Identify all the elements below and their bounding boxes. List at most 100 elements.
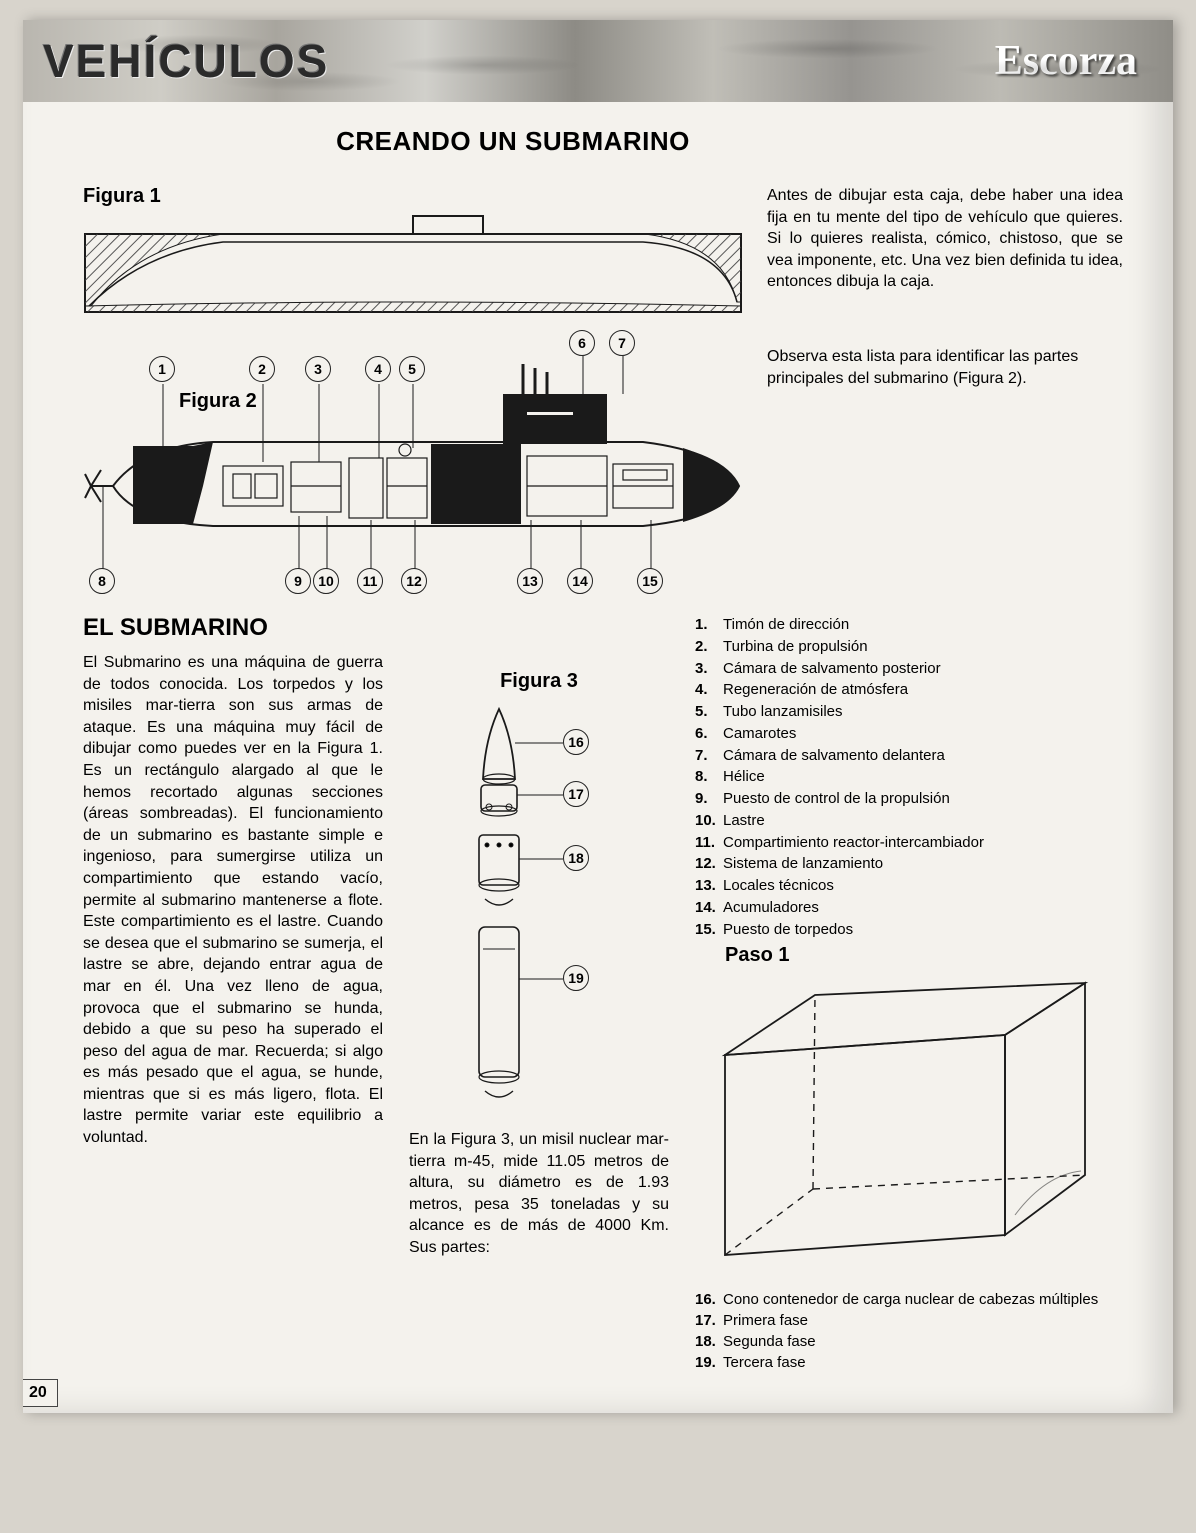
missile-part-text: Segunda fase	[723, 1331, 816, 1352]
callout-13: 13	[517, 568, 543, 594]
page-number: 20	[23, 1379, 58, 1407]
figure2-caption: Observa esta lista para identificar las …	[767, 346, 1123, 596]
missile-part-text: Cono contenedor de carga nuclear de cabe…	[723, 1289, 1098, 1310]
parts-list: 1. Timón de dirección 2. Turbina de propuls…	[695, 614, 1123, 940]
missile-part-num: 17.	[695, 1310, 719, 1331]
figure1-row: Figura 1	[83, 185, 1123, 324]
missile-part-text: Primera fase	[723, 1310, 808, 1331]
parts-list-row: 6. Camarotes	[695, 723, 1123, 745]
parts-list-num: 13.	[695, 875, 717, 897]
parts-list-row: 1. Timón de dirección	[695, 614, 1123, 636]
parts-list-row: 12. Sistema de lanzamiento	[695, 853, 1123, 875]
parts-list-row: 7. Cámara de salvamento delantera	[695, 745, 1123, 767]
missile-part-row: 17.Primera fase	[695, 1310, 1123, 1331]
parts-list-row: 15. Puesto de torpedos	[695, 919, 1123, 941]
parts-list-text: Locales técnicos	[723, 875, 834, 897]
header-bar: VEHÍCULOS Escorza	[23, 20, 1173, 102]
parts-list-num: 1.	[695, 614, 717, 636]
parts-list-num: 6.	[695, 723, 717, 745]
section-heading: EL SUBMARINO	[83, 614, 383, 642]
callout-12: 12	[401, 568, 427, 594]
callout-6: 6	[569, 330, 595, 356]
parts-list-num: 3.	[695, 658, 717, 680]
parts-list-num: 8.	[695, 766, 717, 788]
callout-10: 10	[313, 568, 339, 594]
parts-list-text: Camarotes	[723, 723, 796, 745]
missile-part-row: 16.Cono contenedor de carga nuclear de c…	[695, 1289, 1123, 1310]
figure1-box: Figura 1	[83, 185, 743, 324]
callout-4: 4	[365, 356, 391, 382]
callout-2: 2	[249, 356, 275, 382]
parts-list-text: Regeneración de atmósfera	[723, 679, 908, 701]
callout-11: 11	[357, 568, 383, 594]
callout-5: 5	[399, 356, 425, 382]
callout-14: 14	[567, 568, 593, 594]
parts-list-row: 14. Acumuladores	[695, 897, 1123, 919]
parts-list-num: 7.	[695, 745, 717, 767]
paso1-label: Paso 1	[725, 944, 1123, 967]
parts-list-text: Timón de dirección	[723, 614, 849, 636]
parts-list-num: 11.	[695, 832, 717, 854]
col-left: EL SUBMARINO El Submarino es una máquina…	[83, 614, 383, 1373]
parts-list-text: Hélice	[723, 766, 765, 788]
missile-part-num: 19.	[695, 1352, 719, 1373]
missile-part-row: 18.Segunda fase	[695, 1331, 1123, 1352]
missile-part-num: 18.	[695, 1331, 719, 1352]
parts-list-row: 3. Cámara de salvamento posterior	[695, 658, 1123, 680]
figure3-label: Figura 3	[409, 670, 669, 693]
intro-text: Antes de dibujar esta caja, debe haber u…	[767, 185, 1123, 324]
parts-list-row: 10.Lastre	[695, 810, 1123, 832]
parts-list-row: 5. Tubo lanzamisiles	[695, 701, 1123, 723]
parts-list-row: 13. Locales técnicos	[695, 875, 1123, 897]
figure3-svg	[409, 699, 669, 1119]
callout-17: 17	[563, 781, 589, 807]
parts-list-text: Cámara de salvamento delantera	[723, 745, 945, 767]
parts-list-num: 2.	[695, 636, 717, 658]
header-title-right: Escorza	[995, 37, 1137, 85]
parts-list-row: 2. Turbina de propulsión	[695, 636, 1123, 658]
callout-8: 8	[89, 568, 115, 594]
figure2-label: Figura 2	[179, 390, 257, 413]
figure1-svg	[83, 214, 743, 324]
missile-part-text: Tercera fase	[723, 1352, 806, 1373]
parts-list-num: 12.	[695, 853, 717, 875]
parts-list-num: 9.	[695, 788, 717, 810]
missile-part-row: 19.Tercera fase	[695, 1352, 1123, 1373]
page: VEHÍCULOS Escorza CREANDO UN SUBMARINO F…	[23, 20, 1173, 1413]
lower-columns: EL SUBMARINO El Submarino es una máquina…	[83, 614, 1123, 1373]
parts-list-row: 11.Compartimiento reactor-intercambiador	[695, 832, 1123, 854]
section-body: El Submarino es una máquina de guerra de…	[83, 652, 383, 1149]
figure2-row: Figura 2 1 2 3 4 5 6 7 8 9 10 11 12 13 1…	[83, 346, 1123, 596]
parts-list-row: 4. Regeneración de atmósfera	[695, 679, 1123, 701]
missile-parts-list: 16.Cono contenedor de carga nuclear de c…	[695, 1289, 1123, 1373]
figure3-caption: En la Figura 3, un misil nuclear mar-tie…	[409, 1129, 669, 1259]
parts-list-text: Puesto de torpedos	[723, 919, 853, 941]
content-area: CREANDO UN SUBMARINO Figura 1	[23, 102, 1173, 1373]
parts-list-num: 4.	[695, 679, 717, 701]
parts-list-text: Tubo lanzamisiles	[723, 701, 843, 723]
parts-list-num: 5.	[695, 701, 717, 723]
main-title: CREANDO UN SUBMARINO	[0, 126, 1123, 157]
header-title-left: VEHÍCULOS	[43, 34, 329, 88]
parts-list-num: 14.	[695, 897, 717, 919]
parts-list-text: Sistema de lanzamiento	[723, 853, 883, 875]
parts-list-num: 15.	[695, 919, 717, 941]
parts-list-row: 8. Hélice	[695, 766, 1123, 788]
callout-18: 18	[563, 845, 589, 871]
parts-list-text: Acumuladores	[723, 897, 819, 919]
missile-part-num: 16.	[695, 1289, 719, 1310]
figure2-svg	[83, 346, 743, 596]
callout-16: 16	[563, 729, 589, 755]
callout-7: 7	[609, 330, 635, 356]
parts-list-text: Turbina de propulsión	[723, 636, 868, 658]
col-mid: Figura 3	[409, 614, 669, 1373]
parts-list-text: Cámara de salvamento posterior	[723, 658, 941, 680]
paso1-svg	[695, 975, 1105, 1275]
callout-19: 19	[563, 965, 589, 991]
figure1-label: Figura 1	[83, 185, 743, 208]
parts-list-text: Puesto de control de la propulsión	[723, 788, 950, 810]
parts-list-row: 9. Puesto de control de la propulsión	[695, 788, 1123, 810]
parts-list-num: 10.	[695, 810, 717, 832]
figure2-box: Figura 2 1 2 3 4 5 6 7 8 9 10 11 12 13 1…	[83, 346, 743, 596]
callout-9: 9	[285, 568, 311, 594]
